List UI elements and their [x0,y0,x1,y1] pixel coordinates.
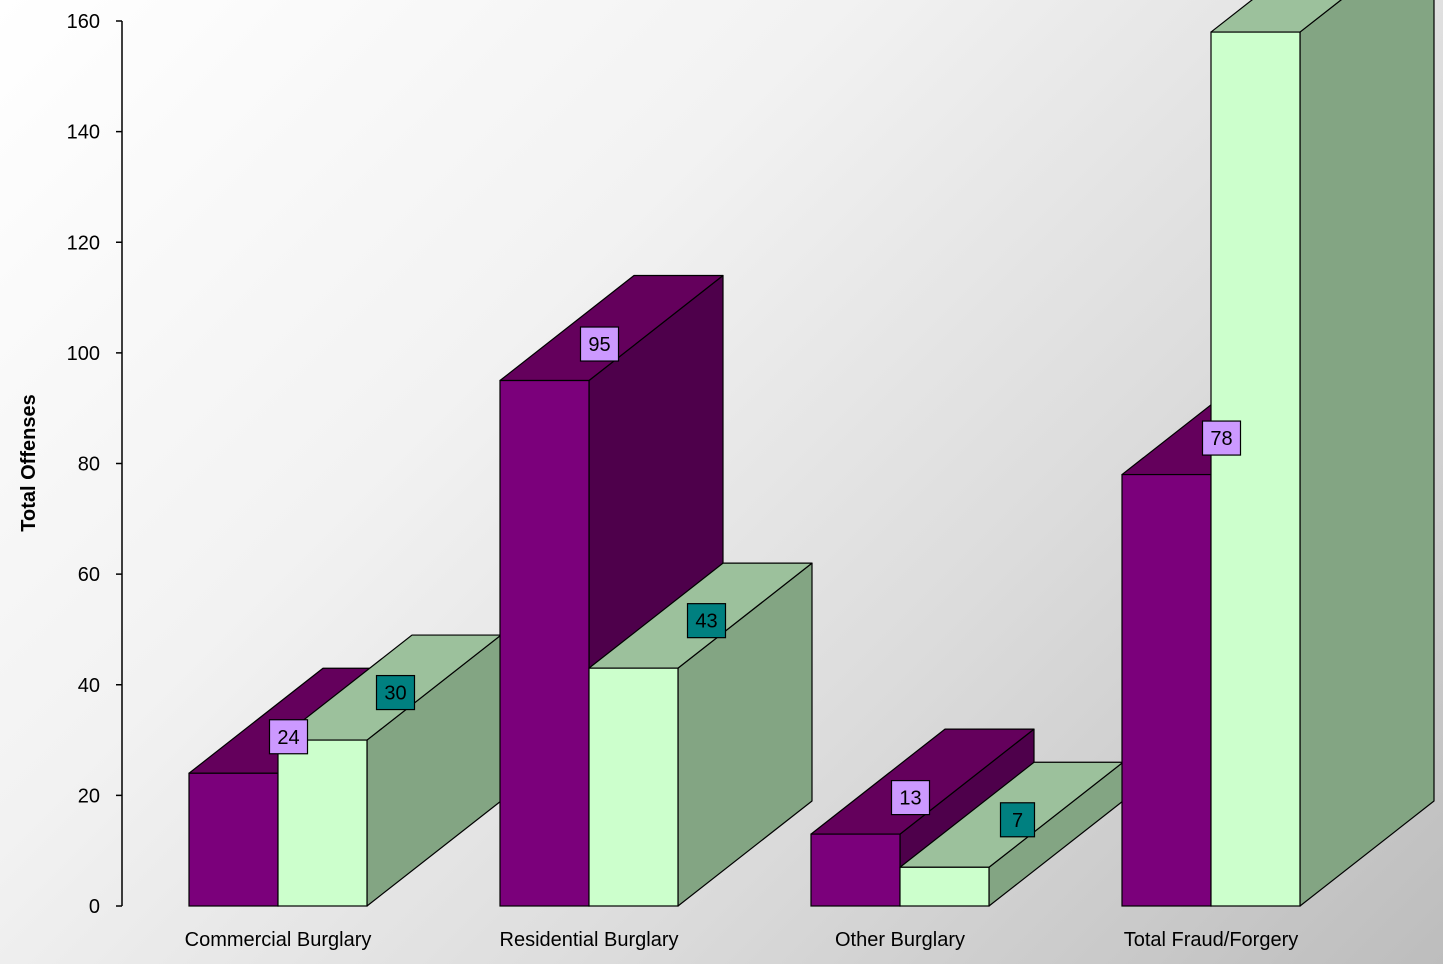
bar-series2-1-front [588,667,679,907]
data-label-series1-3-box [1201,420,1242,456]
data-label-series2-0: 30 [375,674,416,711]
data-label-series1-0: 24 [268,719,309,755]
category-label: Residential Burglary [500,929,679,951]
bar-series2-2-front [899,866,990,907]
data-label-series1-1-box [579,326,620,362]
data-label-series1-3: 78 [1201,420,1242,456]
y-tick-label: 0 [89,896,100,918]
bar-series2-2 [899,761,1124,907]
data-label-series1-1-text: 95 [588,334,610,356]
data-label-series2-0-text: 30 [384,683,406,705]
data-label-series1-2-text: 13 [899,788,921,810]
data-label-series2-1-text: 43 [695,611,717,633]
y-tick-label: 60 [78,564,100,586]
bar-series2-1 [588,562,813,907]
data-label-series2-2-box [999,802,1036,838]
data-label-series1-3-text: 78 [1210,428,1232,450]
data-label-series1-2-box [890,779,931,816]
data-label-series1-0-text: 24 [277,727,299,749]
y-tick-label: 120 [67,232,100,254]
bar-series1-1-front [499,379,590,907]
y-tick-label: 140 [67,122,100,144]
y-axis: 0 20 40 60 80 100 120 140 160 [67,11,123,918]
category-label: Other Burglary [835,929,965,951]
y-tick-label: 160 [67,11,100,33]
data-label-series2-0-box [375,674,416,711]
bar-series2-3-front [1210,31,1301,907]
category-label: Commercial Burglary [185,929,372,951]
category-label: Total Fraud/Forgery [1124,929,1299,951]
y-axis-label: Total Offenses [18,394,40,531]
y-tick-label: 100 [67,343,100,365]
y-tick-label: 20 [78,785,100,807]
bar-series2-3-side [1299,0,1435,907]
data-label-series2-1: 43 [686,603,727,639]
bar-series1-2-front [810,833,901,907]
y-tick-label: 40 [78,675,100,697]
data-label-series1-1: 95 [579,326,620,362]
data-label-series2-1-box [686,603,727,639]
bar-series1-3-front [1121,473,1212,907]
data-label-series2-2-text: 7 [1012,810,1023,832]
data-labels: 24 30 95 43 13 7 78 [268,326,1242,838]
bar-series1-0-front [188,772,279,907]
y-tick-label: 80 [78,454,100,476]
data-label-series1-2: 13 [890,779,931,816]
bars [188,0,1435,907]
bar-series2-3 [1210,0,1435,907]
category-labels: Commercial Burglary Residential Burglary O… [185,929,1299,951]
bar-series2-0-front [277,739,368,907]
data-label-series1-0-box [268,719,309,755]
data-label-series2-2: 7 [999,802,1036,838]
